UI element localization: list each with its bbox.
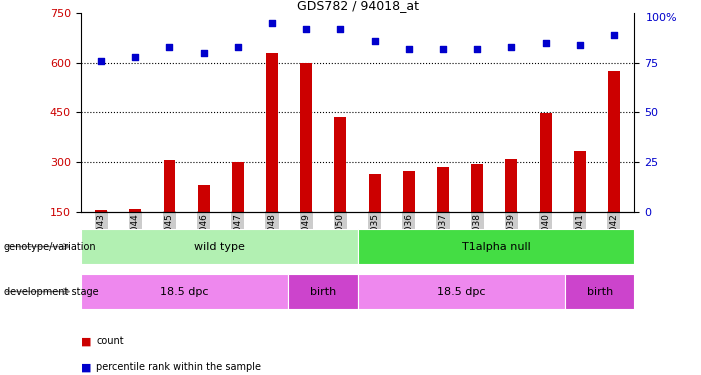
Bar bbox=[403, 171, 415, 212]
Text: birth: birth bbox=[587, 286, 613, 297]
Text: birth: birth bbox=[310, 286, 336, 297]
Point bbox=[403, 46, 414, 52]
Text: T1alpha null: T1alpha null bbox=[461, 242, 531, 252]
Text: development stage: development stage bbox=[4, 286, 98, 297]
Point bbox=[301, 26, 312, 32]
Point bbox=[472, 46, 483, 52]
Point bbox=[266, 20, 278, 26]
Bar bbox=[198, 185, 210, 212]
Bar bbox=[540, 113, 552, 212]
Point bbox=[505, 44, 517, 50]
Text: ■: ■ bbox=[81, 336, 95, 346]
Title: GDS782 / 94018_at: GDS782 / 94018_at bbox=[297, 0, 418, 12]
Bar bbox=[437, 167, 449, 212]
Bar bbox=[300, 63, 312, 212]
Point bbox=[164, 44, 175, 50]
Text: 18.5 dpc: 18.5 dpc bbox=[161, 286, 209, 297]
Text: percentile rank within the sample: percentile rank within the sample bbox=[96, 363, 261, 372]
Text: wild type: wild type bbox=[193, 242, 245, 252]
Bar bbox=[505, 159, 517, 212]
Point bbox=[540, 40, 551, 46]
Point bbox=[369, 38, 380, 44]
Point bbox=[232, 44, 243, 50]
Point bbox=[437, 46, 449, 52]
Point bbox=[198, 50, 210, 56]
Text: 100%: 100% bbox=[646, 13, 677, 23]
Text: ■: ■ bbox=[81, 363, 95, 372]
Point bbox=[608, 32, 620, 38]
Bar bbox=[232, 162, 244, 212]
Text: genotype/variation: genotype/variation bbox=[4, 242, 96, 252]
Bar bbox=[471, 164, 483, 212]
Bar bbox=[129, 209, 142, 212]
Bar bbox=[358, 229, 634, 264]
Bar bbox=[163, 159, 175, 212]
Point bbox=[95, 58, 107, 64]
Point bbox=[335, 26, 346, 32]
Text: 18.5 dpc: 18.5 dpc bbox=[437, 286, 486, 297]
Bar bbox=[358, 274, 565, 309]
Point bbox=[574, 42, 585, 48]
Bar bbox=[81, 274, 288, 309]
Bar bbox=[608, 71, 620, 212]
Bar bbox=[266, 53, 278, 212]
Point bbox=[130, 54, 141, 60]
Bar bbox=[81, 229, 358, 264]
Bar bbox=[565, 274, 634, 309]
Text: count: count bbox=[96, 336, 123, 346]
Bar bbox=[369, 174, 381, 212]
Bar bbox=[334, 117, 346, 212]
Bar bbox=[95, 210, 107, 212]
Bar bbox=[573, 151, 586, 212]
Bar bbox=[288, 274, 358, 309]
